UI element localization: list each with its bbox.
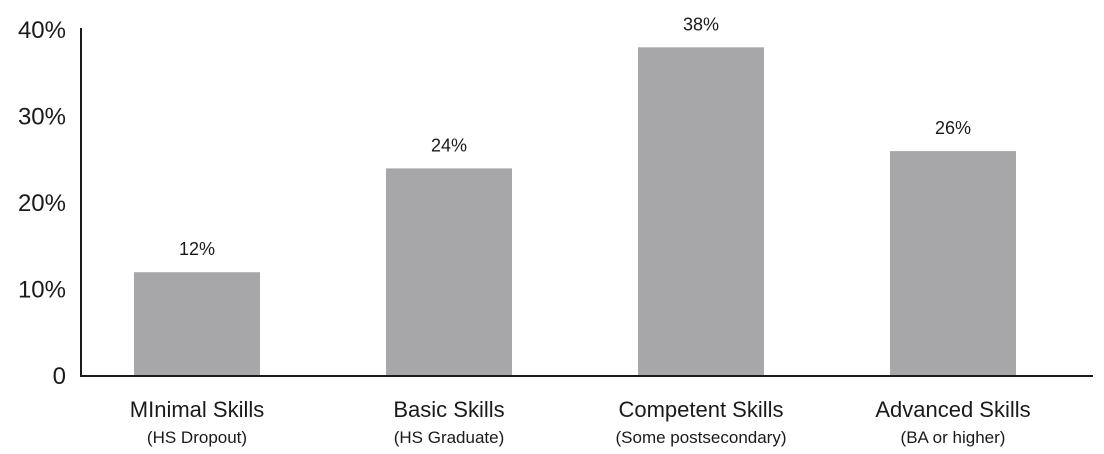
y-tick-label: 20% bbox=[18, 190, 66, 217]
data-label: 12% bbox=[179, 239, 215, 259]
y-tick-label: 40% bbox=[18, 17, 66, 44]
bar bbox=[638, 47, 764, 377]
bar bbox=[134, 272, 260, 376]
x-category-label: Advanced Skills bbox=[875, 397, 1030, 422]
data-label: 24% bbox=[431, 135, 467, 155]
bar bbox=[890, 151, 1016, 376]
x-axis-labels: MInimal Skills (HS Dropout) Basic Skills (H… bbox=[130, 397, 1031, 447]
x-category-sublabel: (BA or higher) bbox=[901, 428, 1006, 447]
x-category-label: MInimal Skills bbox=[130, 397, 264, 422]
axes bbox=[80, 28, 1093, 377]
data-label: 38% bbox=[683, 14, 719, 34]
y-tick-label: 10% bbox=[18, 277, 66, 304]
y-axis-ticks: 0 10% 20% 30% 40% bbox=[18, 17, 66, 390]
y-tick-label: 30% bbox=[18, 104, 66, 131]
y-tick-label: 0 bbox=[53, 363, 66, 390]
x-category-sublabel: (HS Graduate) bbox=[394, 428, 505, 447]
bars bbox=[134, 47, 1016, 377]
data-label: 26% bbox=[935, 118, 971, 138]
data-labels: 12% 24% 38% 26% bbox=[179, 14, 971, 259]
x-category-label: Competent Skills bbox=[618, 397, 783, 422]
x-category-sublabel: (HS Dropout) bbox=[147, 428, 247, 447]
x-category-sublabel: (Some postsecondary) bbox=[615, 428, 786, 447]
bar bbox=[386, 168, 512, 376]
x-category-label: Basic Skills bbox=[393, 397, 504, 422]
